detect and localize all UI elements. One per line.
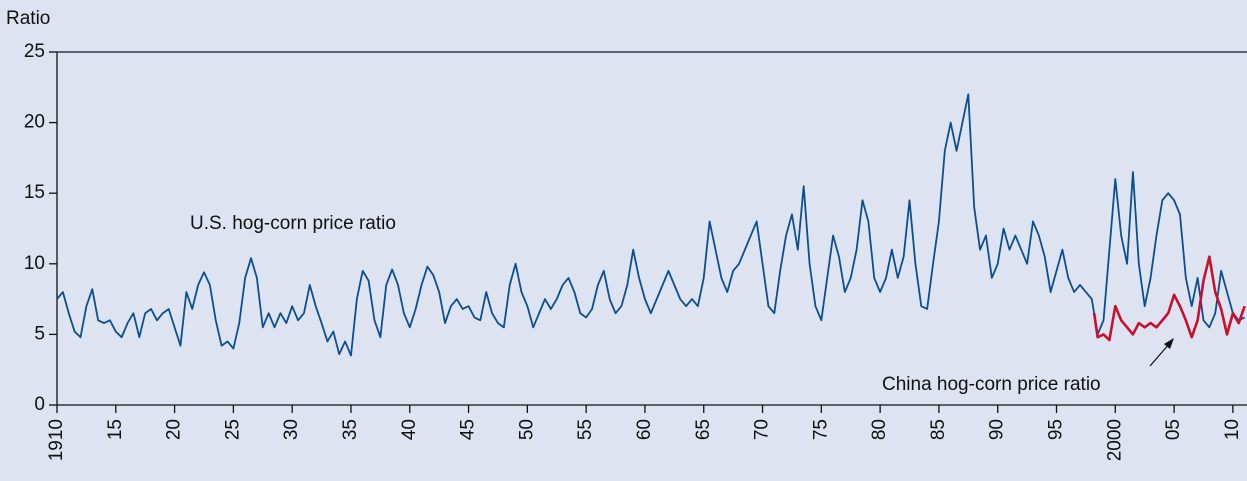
x-tick-label: 55 [575,419,596,440]
x-tick-label: 40 [399,419,420,440]
y-tick-label: 0 [34,394,45,415]
y-tick-label: 20 [24,112,45,133]
x-tick-label: 70 [752,419,773,440]
x-tick-label: 60 [634,419,655,440]
x-tick-label: 1910 [46,419,67,461]
series-line [56,93,1246,357]
series-line [1092,255,1246,342]
x-tick-label: 85 [928,419,949,440]
x-tick-label: 15 [105,419,126,440]
y-tick-label: 10 [24,253,45,274]
x-tick-label: 45 [458,419,479,440]
x-tick-label: 30 [281,419,302,440]
y-tick-label: 15 [24,182,45,203]
annotation: China hog-corn price ratio [882,374,1101,395]
annotation-arrow [1149,342,1171,367]
x-tick-label: 35 [340,419,361,440]
x-tick-label: 50 [516,419,537,440]
y-tick-label: 5 [34,323,45,344]
y-tick-label: 25 [24,41,45,62]
x-tick-label: 95 [1046,419,1067,440]
x-tick-label: 90 [987,419,1008,440]
y-axis-label: Ratio [6,8,50,29]
x-tick-label: 05 [1163,419,1184,440]
x-tick-label: 20 [164,419,185,440]
annotation: U.S. hog-corn price ratio [190,213,396,234]
x-tick-label: 75 [810,419,831,440]
x-tick-label: 10 [1222,419,1243,440]
x-tick-label: 80 [869,419,890,440]
arrow-head [1164,338,1174,349]
x-tick-label: 25 [222,419,243,440]
x-tick-label: 2000 [1104,419,1125,461]
x-tick-label: 65 [693,419,714,440]
